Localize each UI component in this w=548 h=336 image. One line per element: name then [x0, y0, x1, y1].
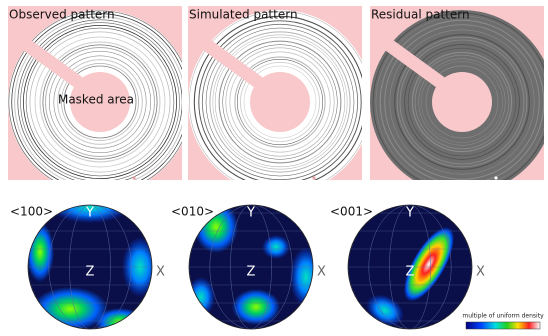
- pole-label: <001>: [330, 205, 373, 219]
- density-blob: [95, 308, 145, 336]
- panel-content: [178, 6, 372, 194]
- density-blob: [262, 235, 290, 259]
- pattern-panel: Observed pattern Masked area: [0, 6, 192, 194]
- mask-label: Masked area: [58, 93, 134, 107]
- panel-content: [360, 6, 548, 194]
- pattern-panel: Residual pattern: [360, 6, 548, 194]
- center-mask: [432, 72, 492, 132]
- panel-title: Observed pattern: [9, 8, 115, 22]
- y-axis-label: Y: [246, 206, 255, 221]
- colorbar: multiple of uniform density: [462, 313, 544, 330]
- x-axis-label: X: [156, 265, 165, 280]
- spot: [312, 176, 315, 179]
- colorbar-scale: [466, 322, 540, 329]
- colorbar-label: multiple of uniform density: [462, 313, 544, 320]
- figure: Observed pattern Masked area Simulated pat…: [0, 0, 548, 336]
- z-axis-label: Z: [406, 265, 415, 280]
- panel-title: Residual pattern: [371, 8, 470, 22]
- pole-label: <100>: [10, 205, 53, 219]
- spot: [494, 176, 497, 179]
- spot: [132, 176, 135, 179]
- pole-figure: <010> Y Z X: [171, 201, 326, 329]
- x-axis-label: X: [317, 265, 326, 280]
- y-axis-label: Y: [405, 206, 414, 221]
- panel-title: Simulated pattern: [189, 8, 298, 22]
- y-axis-label: Y: [85, 206, 94, 221]
- pole-figure: <100> Y Z X: [10, 191, 165, 336]
- x-axis-label: X: [476, 265, 485, 280]
- diffraction-panels: Observed pattern Masked area Simulated pat…: [0, 6, 548, 194]
- center-mask: [250, 72, 310, 132]
- z-axis-label: Z: [86, 265, 95, 280]
- pole-figures: <100> Y Z X <010> Y Z X <001> Y Z X: [10, 191, 485, 336]
- pattern-panel: Simulated pattern: [178, 6, 372, 194]
- pole-label: <010>: [171, 205, 214, 219]
- z-axis-label: Z: [247, 265, 256, 280]
